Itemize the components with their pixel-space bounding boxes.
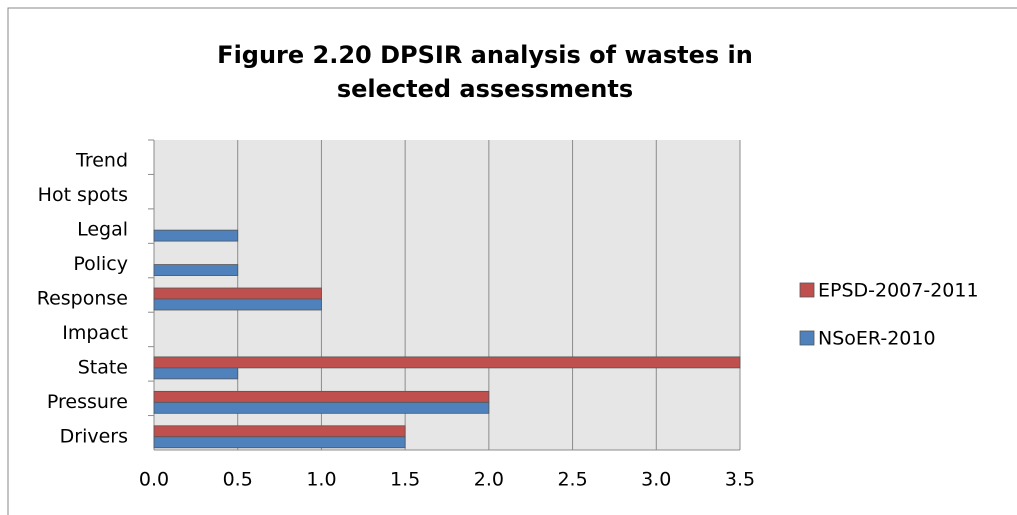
y-tick-label: Legal bbox=[77, 219, 128, 241]
bar bbox=[153, 390, 490, 403]
legend-swatch bbox=[799, 330, 815, 346]
y-tick-label: Response bbox=[37, 288, 128, 310]
bar bbox=[153, 287, 322, 300]
x-tick-label: 1.0 bbox=[306, 469, 336, 491]
x-tick-label: 3.5 bbox=[725, 469, 755, 491]
y-tick-label: Pressure bbox=[47, 391, 128, 413]
y-tick-label: Drivers bbox=[60, 425, 128, 447]
legend-label: NSoER-2010 bbox=[818, 328, 936, 350]
y-tick-label: Hot spots bbox=[38, 184, 128, 206]
y-tick-label: Policy bbox=[73, 253, 128, 275]
bar bbox=[153, 436, 406, 449]
x-tick-label: 3.0 bbox=[641, 469, 671, 491]
x-tick-label: 2.0 bbox=[474, 469, 504, 491]
x-tick-label: 0.0 bbox=[139, 469, 169, 491]
bar bbox=[153, 264, 239, 276]
x-tick-label: 0.5 bbox=[223, 469, 253, 491]
bar bbox=[153, 298, 322, 311]
x-tick-label: 1.5 bbox=[390, 469, 420, 491]
bar bbox=[153, 367, 239, 380]
y-tick-label: Impact bbox=[62, 322, 128, 344]
y-tick-label: Trend bbox=[75, 150, 128, 172]
chart-title: Figure 2.20 DPSIR analysis of wastes in … bbox=[217, 41, 753, 103]
chart-border bbox=[7, 7, 1017, 515]
y-tick-label: State bbox=[78, 356, 128, 378]
legend-swatch bbox=[799, 282, 815, 298]
bar bbox=[153, 229, 239, 242]
bar bbox=[153, 425, 406, 438]
bar bbox=[153, 356, 741, 369]
x-tick-label: 2.5 bbox=[557, 469, 587, 491]
legend-label: EPSD-2007-2011 bbox=[818, 280, 979, 302]
bar bbox=[153, 401, 490, 414]
